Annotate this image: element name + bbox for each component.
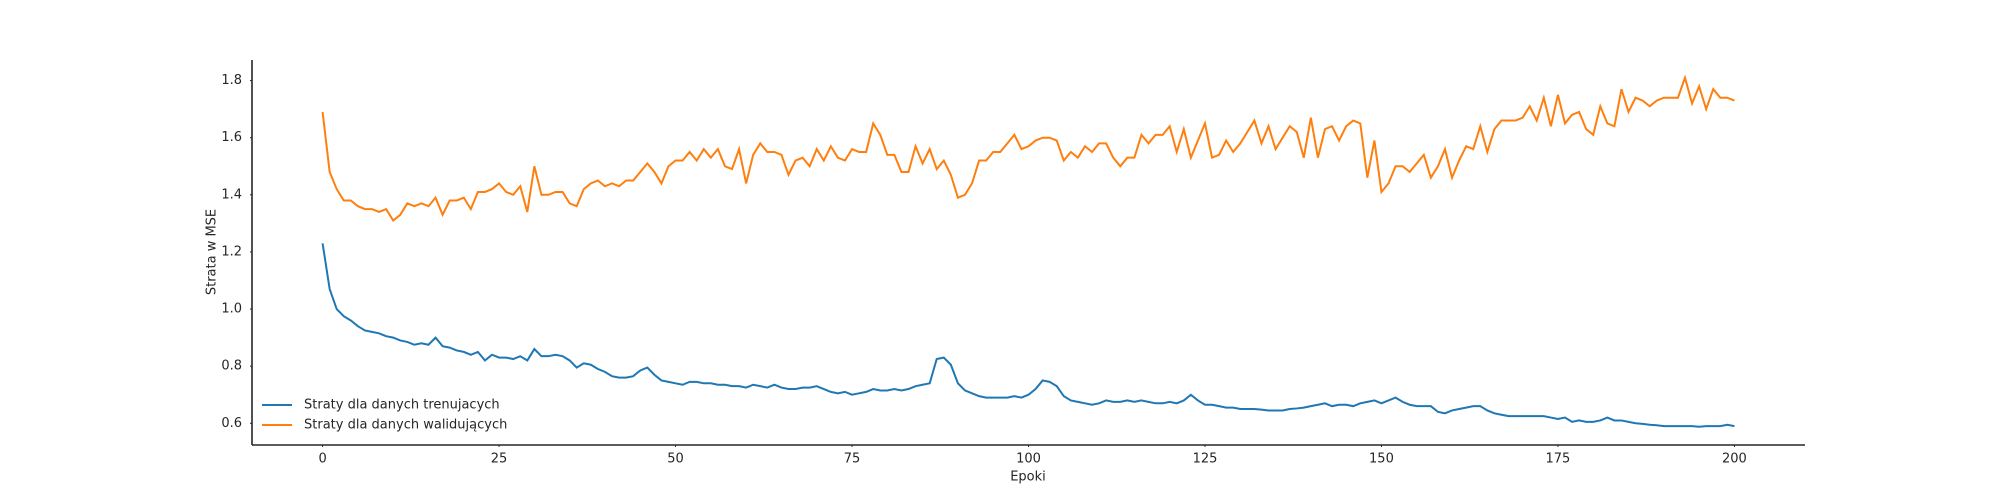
x-tick-label: 100 (1016, 452, 1041, 467)
line-series (321, 74, 1735, 223)
x-tick-label: 125 (1193, 452, 1218, 467)
y-tick-label: 0.8 (221, 359, 242, 374)
y-tick-label: 1.0 (221, 302, 242, 317)
legend-label: Straty dla danych trenujacych (304, 398, 500, 413)
y-axis-label: Strata w MSE (205, 209, 220, 295)
y-tick-label: 1.4 (221, 187, 242, 202)
line-series (321, 243, 1735, 428)
x-tick-label: 200 (1722, 452, 1747, 467)
x-tick-label: 175 (1546, 452, 1571, 467)
x-tick-label: 75 (844, 452, 861, 467)
legend-label: Straty dla danych walidujących (304, 418, 507, 433)
y-tick-label: 1.8 (221, 73, 242, 88)
x-tick-label: 150 (1369, 452, 1394, 467)
y-tick-label: 1.6 (221, 130, 242, 145)
x-tick-label: 25 (491, 452, 508, 467)
y-tick-label: 0.6 (221, 416, 242, 431)
x-tick-label: 0 (318, 452, 326, 467)
x-tick-label: 50 (667, 452, 684, 467)
y-tick-label: 1.2 (221, 244, 242, 259)
x-axis-label: Epoki (1010, 470, 1046, 485)
